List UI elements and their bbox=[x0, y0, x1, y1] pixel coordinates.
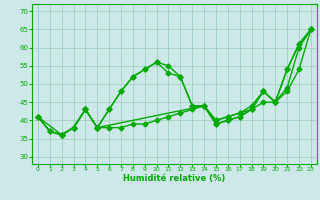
X-axis label: Humidité relative (%): Humidité relative (%) bbox=[123, 174, 226, 183]
